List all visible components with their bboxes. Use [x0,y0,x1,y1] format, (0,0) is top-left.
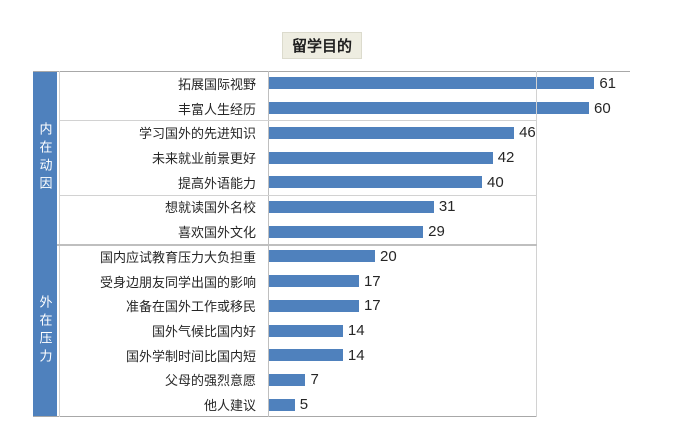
value-label: 20 [380,247,397,265]
value-label: 31 [438,198,456,216]
value-label: 42 [497,149,515,167]
bar [268,349,343,362]
category-label: 丰富人生经历 [177,101,256,117]
bar-area: 61 [268,71,630,96]
bar-row: 他人建议 5 [57,392,630,417]
bar-area: 40 [268,170,630,195]
category-label: 国外学制时间比国内短 [125,348,256,364]
category-label: 准备在国外工作或移民 [125,299,256,315]
category-label: 提高外语能力 [177,175,256,191]
bar [268,77,595,90]
value-label: 14 [347,322,365,340]
bar [268,151,493,164]
category-label: 父母的强烈意愿 [164,373,256,389]
value-label: 40 [487,173,504,191]
bar [268,126,515,139]
value-label: 17 [363,272,381,290]
category-label: 国外气候比国内好 [151,324,256,340]
bar [268,200,434,213]
bar-row: 国外学制时间比国内短 14 [57,343,630,368]
bar-area: 5 [268,392,630,417]
bar-area: 14 [268,318,630,343]
bar-area: 29 [268,219,630,244]
bar-row: 未来就业前景更好 42 [57,145,630,170]
bar-area: 60 [268,96,630,121]
category-label: 国内应试教育压力大负担重 [99,249,256,265]
category-label: 学习国外的先进知识 [138,126,256,142]
bar-area: 14 [268,343,630,368]
bar [268,373,306,386]
bar-row: 准备在国外工作或移民 17 [57,293,630,318]
bar-row: 拓展国际视野 61 [57,71,630,96]
category-label: 拓展国际视野 [177,76,256,92]
category-label: 喜欢国外文化 [177,225,256,241]
group-label-external-pressure: 外在压力 [37,294,53,367]
bar [268,102,589,115]
bar-area: 7 [268,368,630,393]
bar [268,398,295,411]
category-label: 未来就业前景更好 [151,151,256,167]
bar-rows: 拓展国际视野 61 丰富人生经历 60 学习国外的先进知识 46 未来就业前景更… [57,71,630,417]
bar [268,299,359,312]
bar-area: 17 [268,293,630,318]
bar [268,176,482,189]
category-label: 想就读国外名校 [164,200,256,216]
value-label: 14 [347,346,365,364]
bar-area: 46 [268,120,630,145]
group-band-external-pressure: 外在压力 [33,244,57,417]
bar [268,225,424,238]
category-label: 他人建议 [203,398,256,414]
category-band: 内在动因 外在压力 [33,71,57,417]
group-band-internal-motivation: 内在动因 [33,71,57,244]
value-label: 60 [594,99,611,117]
bar-row: 国内应试教育压力大负担重 20 [57,244,630,269]
value-label: 5 [299,396,309,414]
bar-area: 17 [268,269,630,294]
value-label: 46 [519,124,536,142]
bar [268,324,343,337]
bar-row: 喜欢国外文化 29 [57,219,630,244]
value-label: 61 [599,74,617,92]
value-label: 29 [428,223,445,241]
bar-row: 国外气候比国内好 14 [57,318,630,343]
bar-area: 31 [268,195,630,220]
bar-row: 学习国外的先进知识 46 [57,120,630,145]
bar-row: 受身边朋友同学出国的影响 17 [57,269,630,294]
bar-row: 丰富人生经历 60 [57,96,630,121]
category-label: 受身边朋友同学出国的影响 [99,274,256,290]
bar-row: 父母的强烈意愿 7 [57,368,630,393]
bar [268,250,375,263]
bar-row: 想就读国外名校 31 [57,195,630,220]
bar-area: 20 [268,244,630,269]
bar-area: 42 [268,145,630,170]
bar-row: 提高外语能力 40 [57,170,630,195]
plot-area: 内在动因 外在压力 拓展国际视野 61 丰富人生经历 60 学习国外的先进知识 … [33,71,630,417]
value-label: 17 [363,297,381,315]
bar [268,275,359,288]
value-label: 7 [310,371,319,389]
chart-title: 留学目的 [282,32,362,59]
group-label-internal-motivation: 内在动因 [37,121,53,194]
